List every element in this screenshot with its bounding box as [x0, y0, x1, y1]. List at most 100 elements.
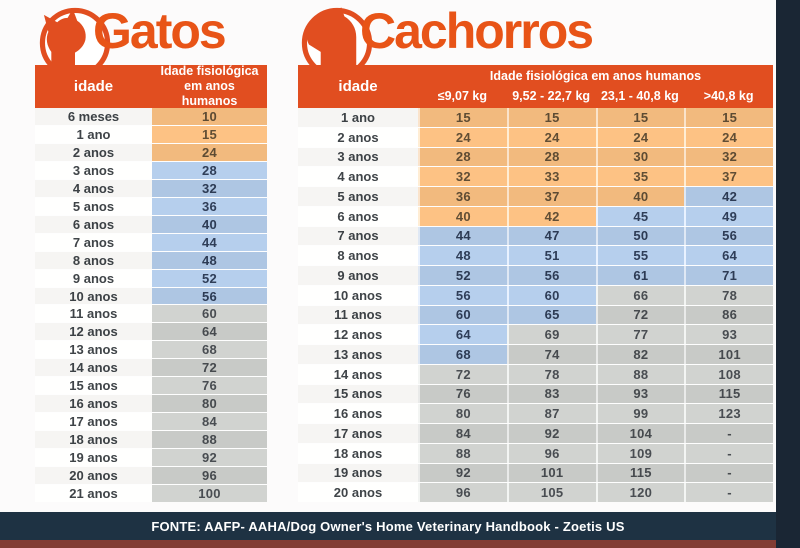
gatos-brand: Gatos — [35, 3, 267, 80]
human-age-cell: 36 — [418, 187, 507, 206]
human-age-cell: 56 — [152, 287, 267, 305]
human-age-cell: 32 — [418, 167, 507, 186]
human-age-cell: 105 — [506, 483, 596, 502]
table-row: 20 anos 96 — [35, 466, 267, 485]
age-label: 20 anos — [35, 467, 152, 485]
human-age-cell: 40 — [152, 215, 267, 233]
cachorros-title: Cachorros — [360, 3, 594, 59]
human-age-cell: 78 — [684, 285, 773, 305]
weight-col-2: 9,52 - 22,7 kg — [512, 88, 591, 103]
human-age-cell: 15 — [152, 125, 267, 143]
table-row: 7 anos 44 — [35, 232, 267, 251]
table-row: 15 anos 76 83 93 115 — [298, 383, 773, 404]
human-age-cell: 28 — [506, 147, 596, 167]
cachorros-span-header: Idade fisiológica em anos humanos — [489, 69, 702, 83]
human-age-cell: 72 — [595, 305, 685, 325]
table-row: 1 ano 15 15 15 15 — [298, 108, 773, 127]
table-row: 13 anos 68 74 82 101 — [298, 344, 773, 364]
source-text: FONTE: AAFP- AAHA/Dog Owner's Home Veter… — [151, 518, 625, 534]
human-age-cell: 40 — [418, 206, 507, 226]
human-age-cell: 86 — [684, 305, 773, 325]
table-row: 18 anos 88 — [35, 430, 267, 449]
age-label: 21 anos — [35, 485, 152, 502]
table-row: 6 anos 40 42 45 49 — [298, 205, 773, 226]
cachorros-weight-headers: ≤9,07 kg 9,52 - 22,7 kg 23,1 - 40,8 kg >… — [418, 83, 773, 108]
human-age-cell: 101 — [684, 345, 773, 364]
human-age-cell: 37 — [684, 167, 773, 186]
cachorros-header-right: Idade fisiológica em anos humanos ≤9,07 … — [418, 65, 773, 108]
human-age-cell: 44 — [418, 226, 507, 246]
dog-icon — [300, 6, 374, 80]
table-row: 6 anos 40 — [35, 214, 267, 233]
human-age-cell: 28 — [152, 161, 267, 179]
human-age-cell: 100 — [152, 485, 267, 502]
age-label: 3 anos — [35, 161, 152, 179]
human-age-cell: 64 — [418, 325, 507, 344]
age-label: 4 anos — [298, 167, 418, 186]
human-age-cell: 56 — [684, 226, 773, 246]
cachorros-table-header: idade Idade fisiológica em anos humanos … — [298, 65, 773, 108]
table-row: 3 anos 28 28 30 32 — [298, 146, 773, 167]
age-label: 7 anos — [298, 226, 418, 246]
human-age-cell: 83 — [506, 384, 596, 404]
table-row: 1 ano 15 — [35, 124, 267, 143]
human-age-cell: 44 — [152, 233, 267, 251]
weight-col-3: 23,1 - 40,8 kg — [600, 88, 679, 103]
age-label: 8 anos — [35, 251, 152, 269]
table-row: 14 anos 72 — [35, 358, 267, 377]
table-row: 8 anos 48 — [35, 250, 267, 269]
table-row: 21 anos 100 — [35, 484, 267, 502]
age-label: 17 anos — [35, 413, 152, 431]
age-label: 14 anos — [35, 359, 152, 377]
right-edge-band — [776, 0, 800, 548]
human-age-cell: 93 — [684, 325, 773, 344]
human-age-cell: 66 — [595, 285, 685, 305]
human-age-cell: 28 — [418, 147, 507, 167]
age-label: 6 anos — [298, 206, 418, 226]
human-age-cell: 76 — [152, 377, 267, 395]
human-age-cell: 42 — [506, 206, 596, 226]
age-label: 1 ano — [298, 108, 418, 127]
human-age-cell: 68 — [418, 345, 507, 364]
table-row: 12 anos 64 — [35, 322, 267, 341]
weight-col-4: >40,8 kg — [703, 88, 754, 103]
table-row: 11 anos 60 65 72 86 — [298, 304, 773, 325]
age-label: 3 anos — [298, 147, 418, 167]
table-row: 19 anos 92 — [35, 448, 267, 467]
human-age-cell: - — [684, 483, 773, 502]
human-age-cell: 80 — [418, 404, 507, 423]
human-age-cell: 40 — [595, 187, 685, 206]
table-row: 15 anos 76 — [35, 376, 267, 395]
table-row: 12 anos 64 69 77 93 — [298, 324, 773, 344]
human-age-cell: 88 — [418, 443, 507, 463]
human-age-cell: 51 — [506, 246, 596, 265]
human-age-cell: 76 — [418, 384, 507, 404]
age-label: 7 anos — [35, 233, 152, 251]
age-label: 10 anos — [298, 285, 418, 305]
human-age-cell: 33 — [506, 167, 596, 186]
table-row: 16 anos 80 87 99 123 — [298, 403, 773, 423]
human-age-cell: 15 — [595, 108, 685, 127]
human-age-cell: 80 — [152, 395, 267, 413]
age-label: 19 anos — [298, 463, 418, 483]
age-label: 15 anos — [35, 377, 152, 395]
age-label: 13 anos — [35, 341, 152, 359]
human-age-cell: 56 — [418, 285, 507, 305]
human-age-cell: 64 — [152, 323, 267, 341]
table-row: 16 anos 80 — [35, 394, 267, 413]
age-label: 8 anos — [298, 246, 418, 265]
table-row: 18 anos 88 96 109- — [298, 442, 773, 463]
age-label: 9 anos — [298, 266, 418, 285]
age-label: 19 anos — [35, 449, 152, 467]
table-row: 6 meses 10 — [35, 108, 267, 125]
human-age-cell: - — [684, 424, 773, 443]
human-age-cell: 72 — [152, 359, 267, 377]
age-label: 15 anos — [298, 384, 418, 404]
source-footer: FONTE: AAFP- AAHA/Dog Owner's Home Veter… — [0, 512, 800, 540]
human-age-cell: 96 — [152, 467, 267, 485]
gatos-col-idade: idade — [73, 78, 114, 95]
human-age-cell: 30 — [595, 147, 685, 167]
age-label: 5 anos — [298, 187, 418, 206]
human-age-cell: 24 — [418, 127, 507, 147]
